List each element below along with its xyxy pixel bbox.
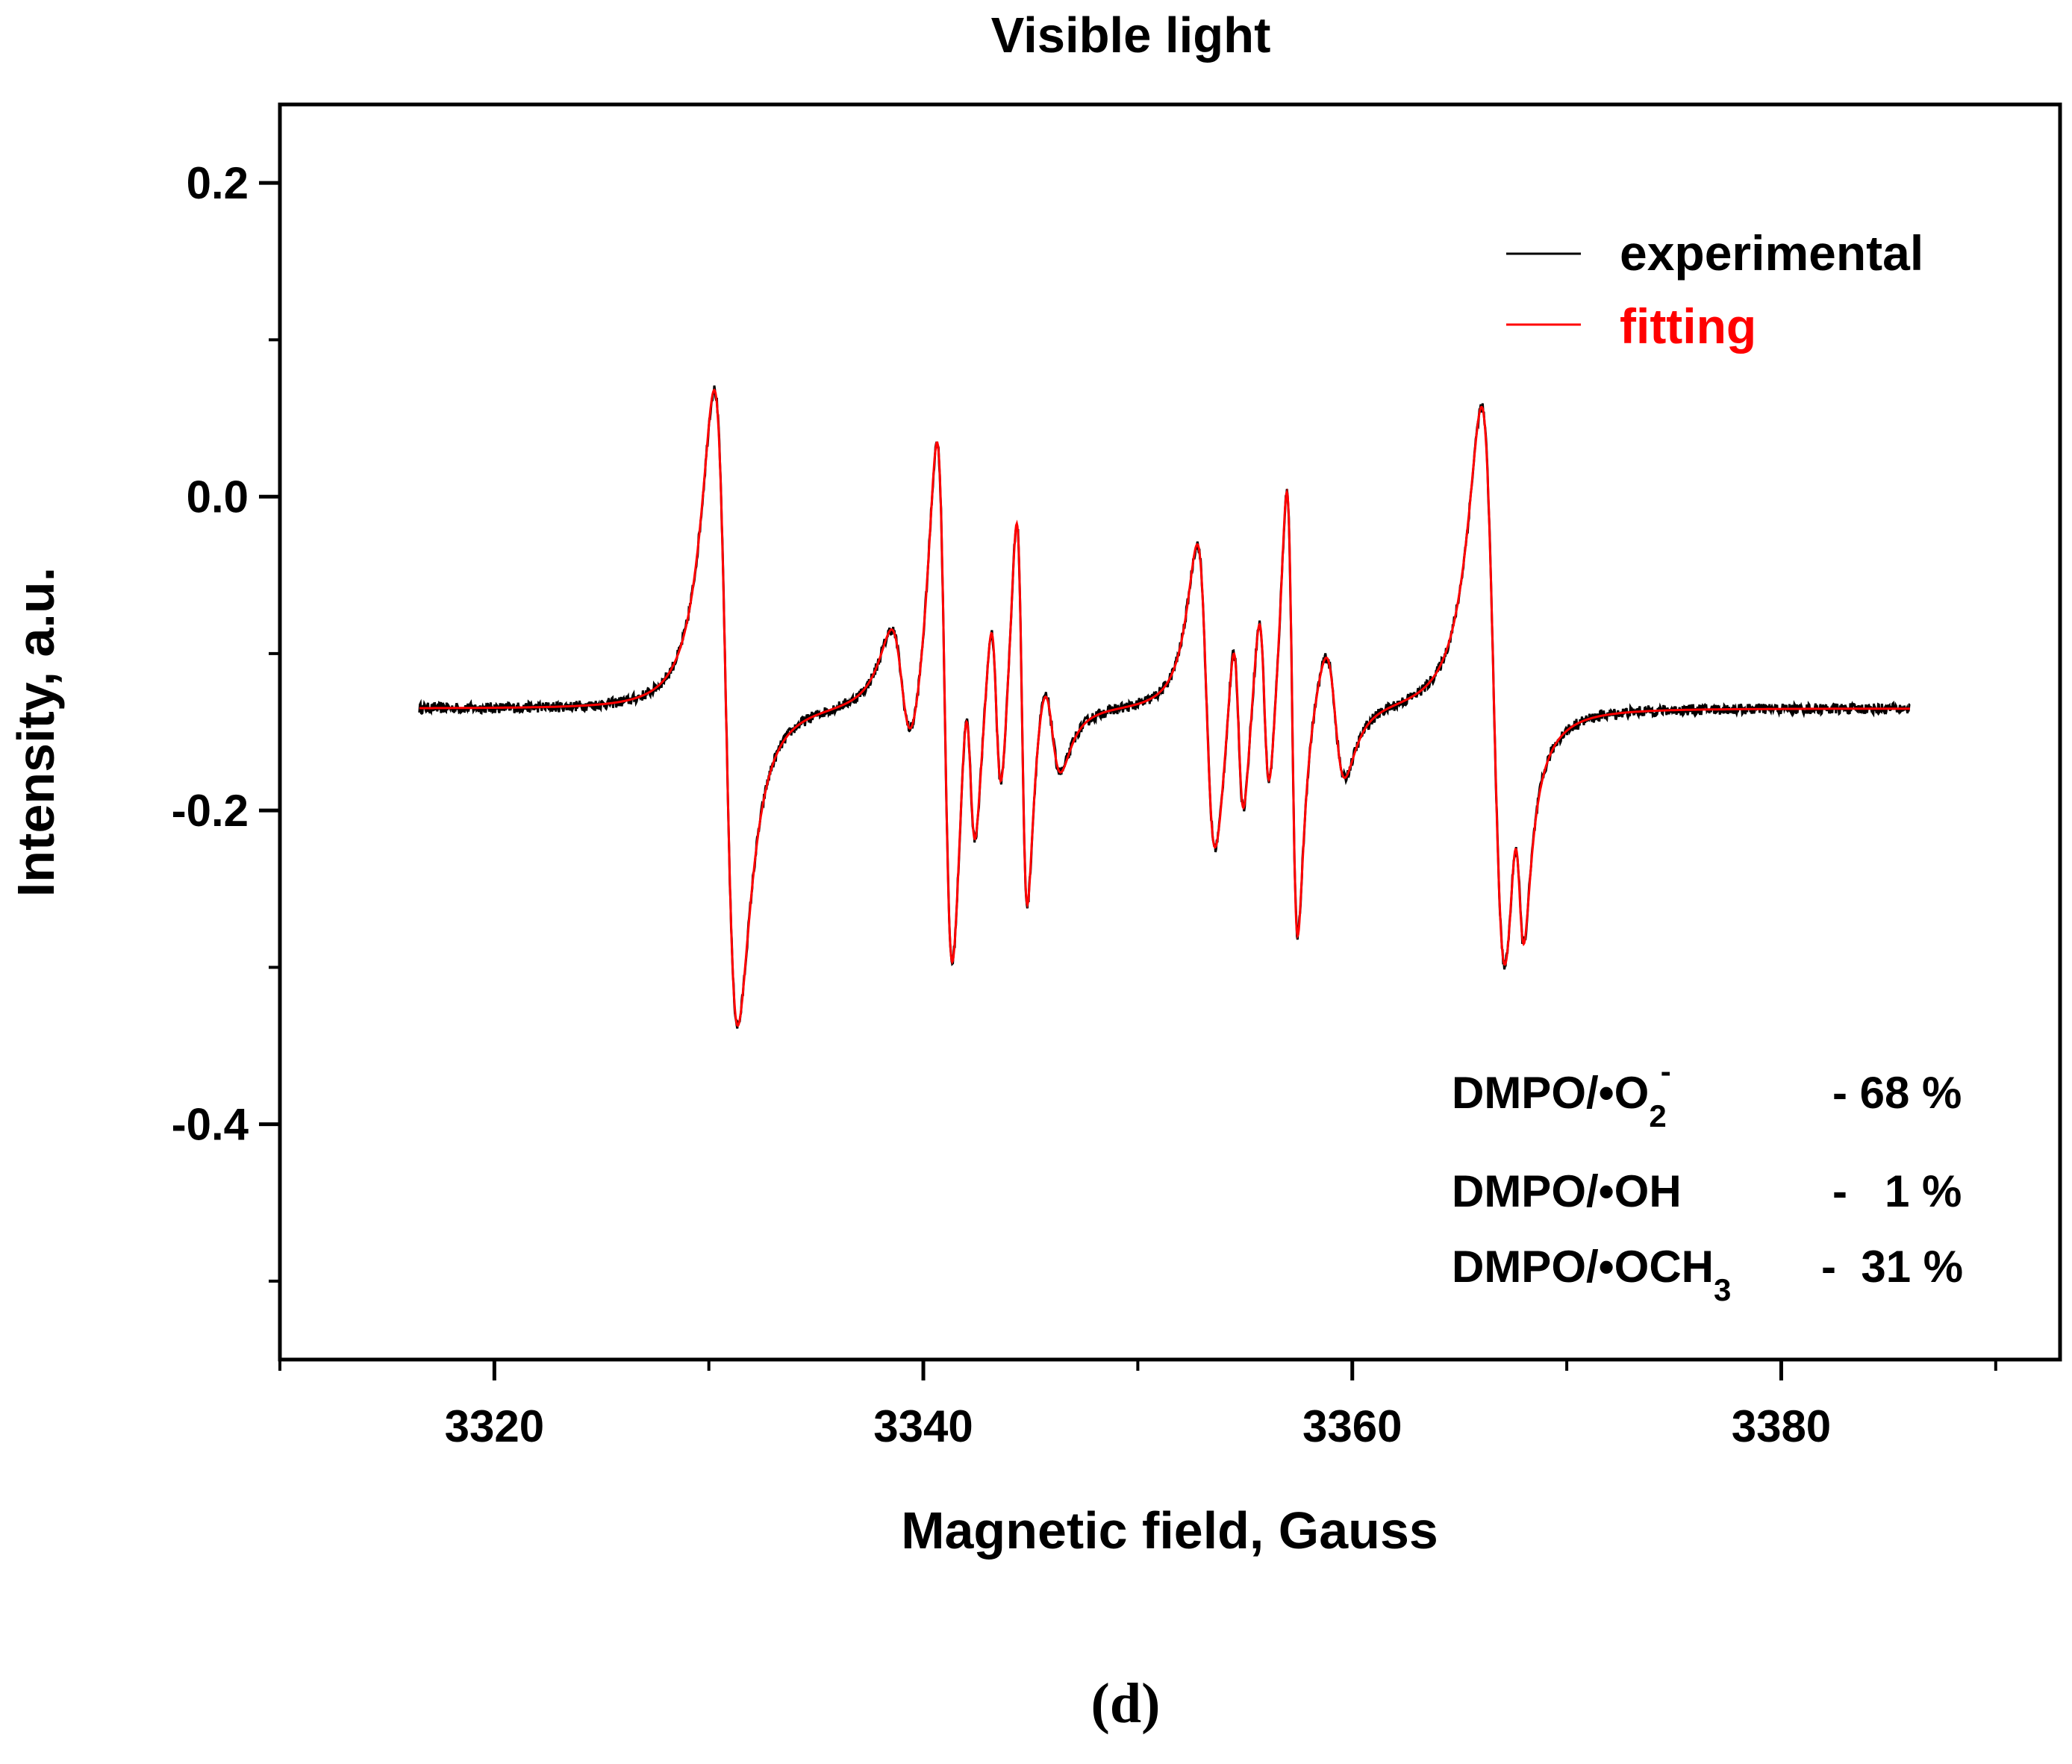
y-axis-label: Intensity, a.u. (7, 567, 65, 897)
y-tick-label: -0.2 (172, 786, 249, 836)
y-tick-label: 0.2 (187, 158, 249, 208)
x-tick-label: 3320 (445, 1401, 544, 1451)
annotation-o2-species: DMPO/•O2- (1452, 1054, 1671, 1133)
x-tick-label: 3380 (1732, 1401, 1831, 1451)
annotation-och3-species: DMPO/•OCH3 (1452, 1242, 1731, 1307)
x-tick-label: 3340 (873, 1401, 973, 1451)
plot-frame (278, 102, 2062, 1362)
species-annotations: DMPO/•O2- - 68 % DMPO/•OH - 1 % DMPO/•OC… (1452, 1054, 1963, 1307)
series-fitting-line (419, 388, 1910, 1028)
panel-label: (d) (1091, 1672, 1161, 1735)
annotation-oh-value: - 1 % (1832, 1166, 1962, 1216)
legend: experimental fitting (1506, 225, 1923, 354)
y-tick-label: -0.4 (172, 1100, 249, 1150)
annotation-och3-value: - 31 % (1821, 1242, 1963, 1292)
annotation-oh-species: DMPO/•OH (1452, 1166, 1682, 1216)
series-experimental-line (418, 385, 1911, 1029)
chart-title: Visible light (991, 7, 1271, 63)
x-axis-label: Magnetic field, Gauss (901, 1501, 1438, 1560)
y-axis: 0.2 0.0 -0.2 -0.4 (172, 158, 280, 1283)
y-tick-label: 0.0 (187, 472, 249, 522)
legend-label-fitting: fitting (1620, 298, 1756, 354)
annotation-o2-value: - 68 % (1832, 1068, 1962, 1118)
legend-label-experimental: experimental (1620, 225, 1923, 281)
x-tick-label: 3360 (1302, 1401, 1402, 1451)
x-axis: 3320 3340 3360 3380 (278, 1360, 1997, 1451)
